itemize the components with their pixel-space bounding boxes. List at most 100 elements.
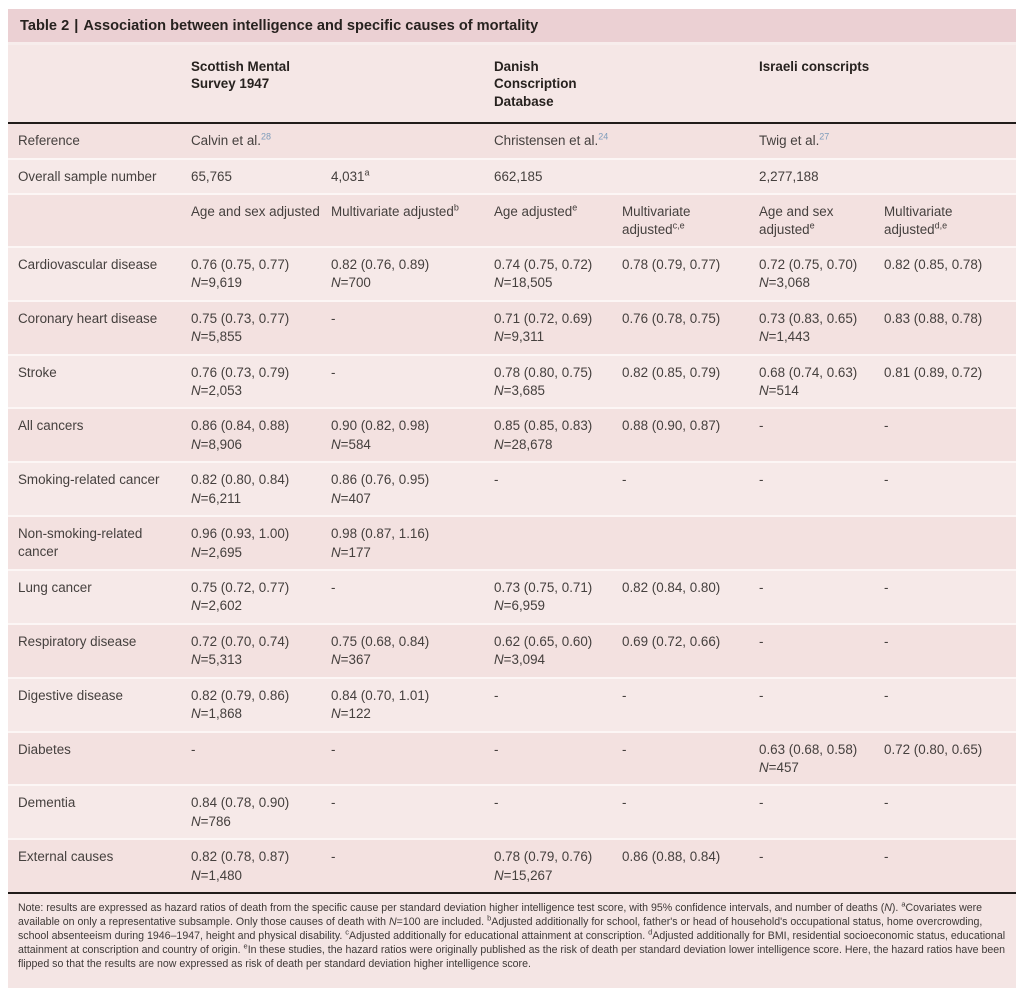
cell-text: 0.74 (0.75, 0.72) [494,256,593,272]
row-label: External causes [18,849,114,865]
equals-sign: = [340,490,349,506]
cell: 0.82 (0.78, 0.87) N=1,480 [191,839,331,893]
cell-text: - [331,741,336,757]
equals-sign: = [200,329,209,345]
cell-text: Christensen et al. [494,133,599,149]
cell-text: 0.72 (0.70, 0.74) [191,633,290,649]
footnote-marker: e [809,220,815,231]
n-symbol: N [191,867,201,883]
cell: - [494,785,622,839]
row-label: Overall sample number [18,168,157,184]
cell-text: 0.78 (0.79, 0.76) [494,849,593,865]
cell-text: - [884,795,889,811]
n-value: 3,094 [511,652,546,668]
n-value: 2,602 [208,598,243,614]
n-symbol: N [191,275,201,291]
cell-value: 0.84 (0.78, 0.90) [191,794,325,811]
cell: Age and sex adjustede [759,194,884,247]
equals-sign: = [200,436,209,452]
cell-value: 662,185 [494,168,616,185]
table-number: Table 2 [20,18,70,34]
equals-sign: = [340,544,349,560]
cell-n-count: N=18,505 [494,274,616,291]
n-symbol: N [191,598,201,614]
cell-value: 0.82 (0.76, 0.89) [331,256,488,273]
cell: 65,765 [191,159,331,194]
cell-value: 0.78 (0.79, 0.76) [494,848,616,865]
cell-n-count: N=2,602 [191,597,325,614]
n-symbol: N [191,490,201,506]
row-label: Coronary heart disease [18,310,158,326]
cell: - [622,785,759,839]
cell-value: Multivariate adjustedc,e [622,203,753,238]
footnote-italic-n: N [884,902,892,915]
cell-value: 0.75 (0.72, 0.77) [191,579,325,596]
table-row: Non-smoking-related cancer 0.96 (0.93, 1.… [8,516,1016,571]
cell [884,516,1016,570]
column-group-header-label: Scottish Mental Survey 1947 [191,59,290,92]
reference-citation-link[interactable]: 28 [260,131,271,142]
n-symbol: N [331,706,341,722]
reference-citation-link[interactable]: 27 [819,131,830,142]
cell-text: Age adjusted [494,204,573,220]
cell-n-count: N=1,480 [191,867,325,884]
cell: 0.86 (0.84, 0.88) N=8,906 [191,408,331,462]
row-label: Stroke [18,364,57,380]
cell-text: 0.88 (0.90, 0.87) [622,418,721,434]
cell-text: - [884,849,889,865]
n-value: 5,855 [208,329,243,345]
n-value: 2,695 [208,544,243,560]
cell: - [191,732,331,786]
cell-text: 65,765 [191,168,232,184]
equals-sign: = [768,329,777,345]
cell: Age and sex adjusted [191,194,331,247]
row-label: Cardiovascular disease [18,256,158,272]
cell [884,159,1016,194]
reference-citation-link[interactable]: 24 [598,131,609,142]
table-row: Diabetes - - - - 0.63 (0.68, 0.58) N=457 0.72 (… [8,731,1016,786]
cell-text: 0.75 (0.73, 0.77) [191,310,290,326]
cell-text: - [759,418,764,434]
row-label [8,194,191,247]
column-group-header-label: Danish Conscription Database [494,59,577,109]
cell-value: - [759,848,878,865]
equals-sign: = [503,652,512,668]
cell: 0.76 (0.75, 0.77) N=9,619 [191,247,331,301]
cell: 0.76 (0.78, 0.75) [622,301,759,355]
cell: 0.62 (0.65, 0.60) N=3,094 [494,624,622,678]
cell-text: - [494,472,499,488]
n-symbol: N [191,813,201,829]
cell-text: - [759,580,764,596]
cell-value: 2,277,188 [759,168,878,185]
equals-sign: = [503,329,512,345]
cell-text: - [622,741,627,757]
cell [622,516,759,570]
n-value: 700 [348,275,371,291]
cell-value: 0.73 (0.83, 0.65) [759,310,878,327]
cell: 0.72 (0.70, 0.74) N=5,313 [191,624,331,678]
cell-value: 0.96 (0.93, 1.00) [191,525,325,542]
cell-value: 0.82 (0.85, 0.78) [884,256,1010,273]
cell-value: - [331,848,488,865]
cell-value: - [622,794,753,811]
n-value: 15,267 [511,867,553,883]
cell: - [884,785,1016,839]
cell: Multivariate adjustedd,e [884,194,1016,247]
cell-text: - [759,795,764,811]
cell: - [884,462,1016,516]
n-value: 584 [348,436,371,452]
cell: - [884,624,1016,678]
n-symbol: N [759,275,769,291]
equals-sign: = [340,652,349,668]
cell-value: Multivariate adjustedb [331,203,488,220]
cell-n-count: N=584 [331,436,488,453]
footnote-segment: ). [891,902,902,915]
footnote-italic-n: N [389,916,397,929]
cell-value: Christensen et al.24 [494,132,616,149]
cell-value: - [494,687,616,704]
cell: - [759,408,884,462]
table-row: Smoking-related cancer 0.82 (0.80, 0.84) N… [8,462,1016,517]
equals-sign: = [768,383,777,399]
n-value: 407 [348,490,371,506]
